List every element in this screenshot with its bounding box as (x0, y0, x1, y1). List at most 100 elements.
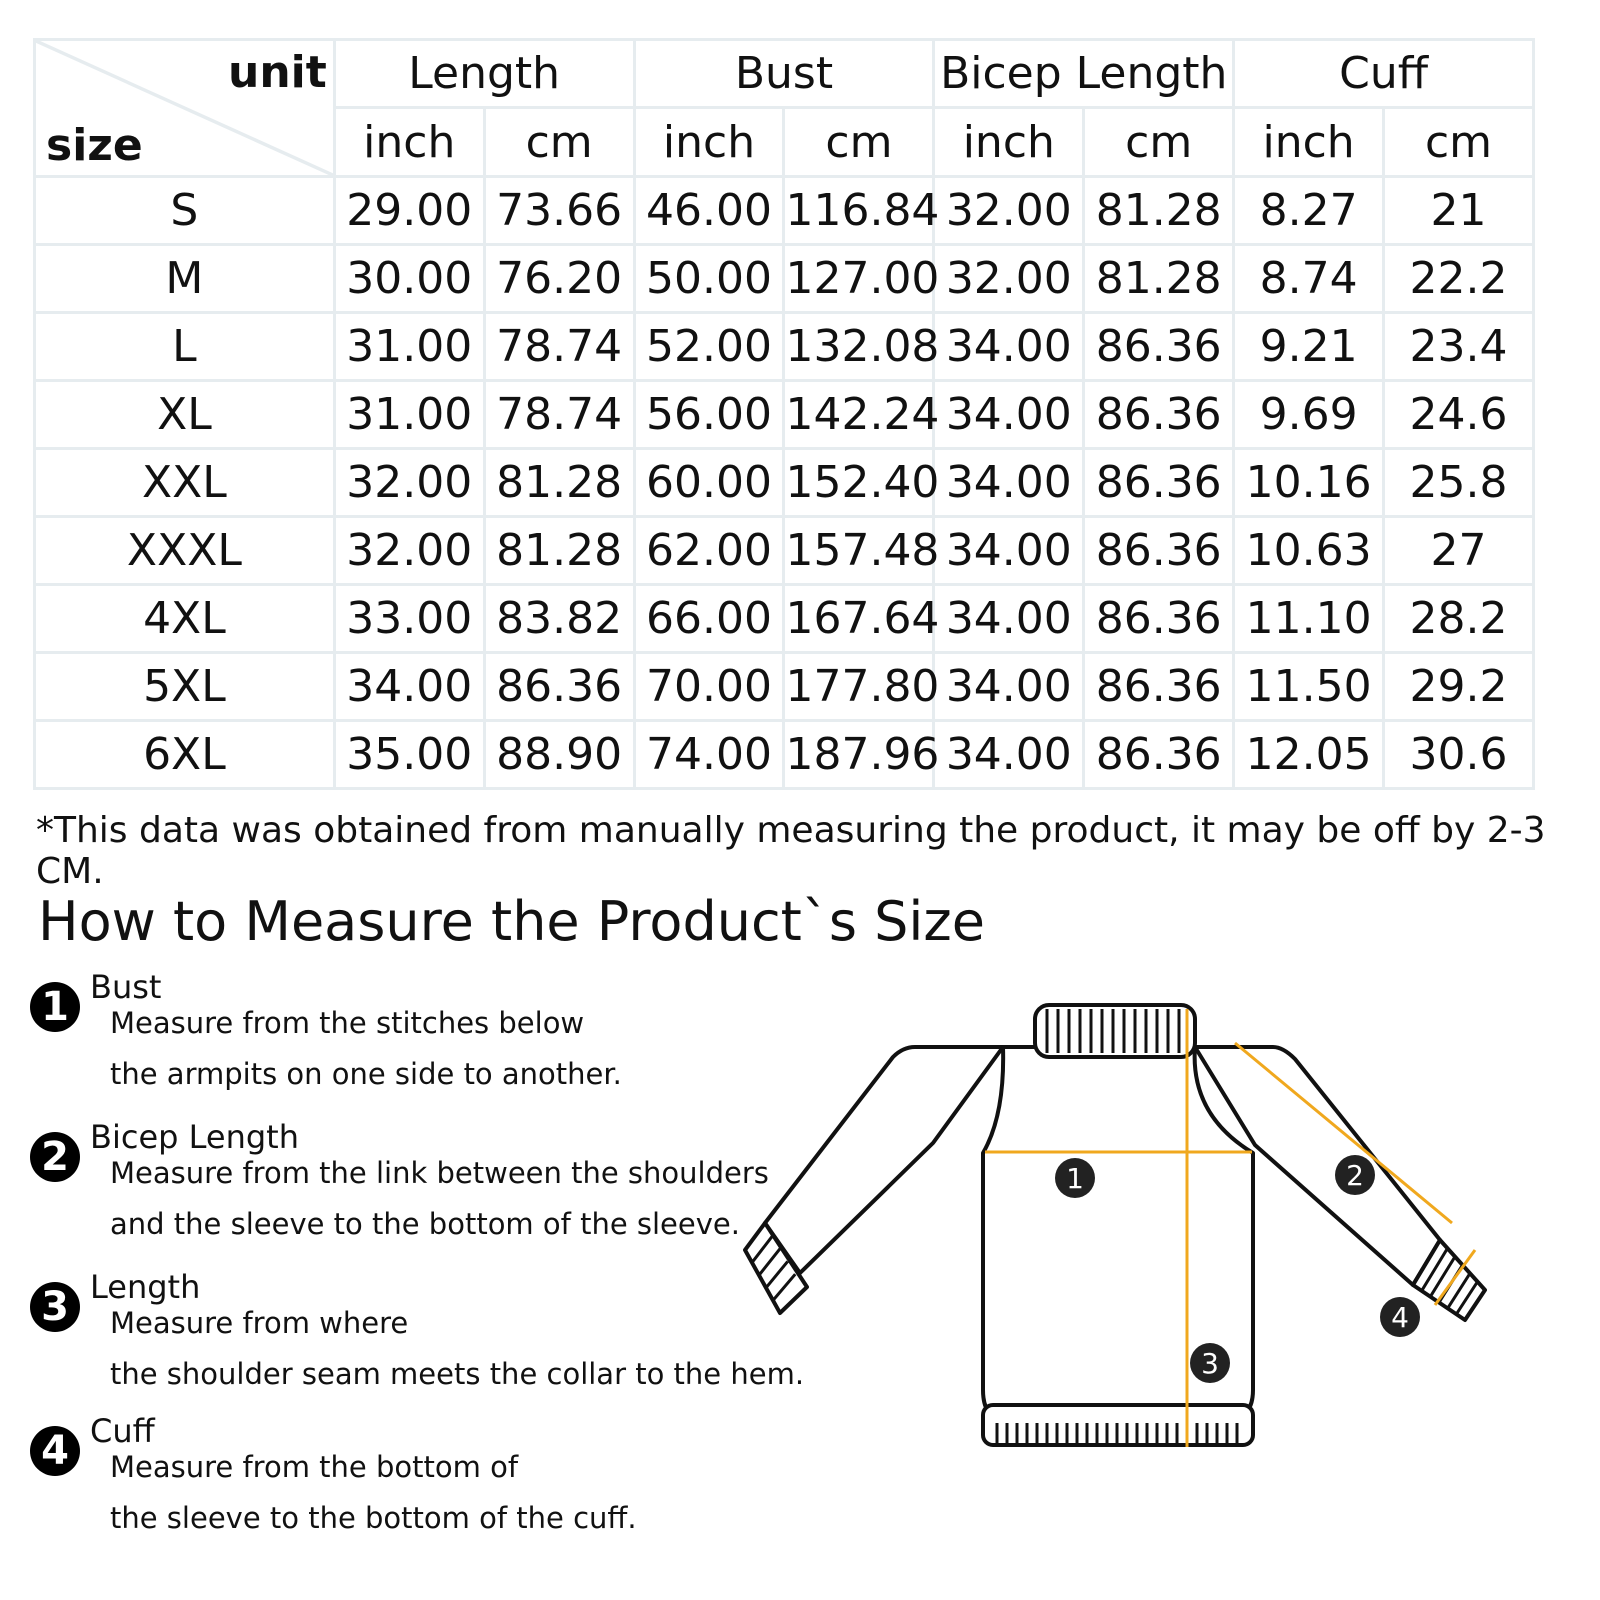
value-cell: 86.36 (1082, 311, 1236, 382)
step-description: Measure from the stitches below (110, 1006, 585, 1040)
value-cell: 34.00 (932, 515, 1086, 586)
size-cell: M (33, 243, 336, 314)
value-cell: 10.63 (1232, 515, 1386, 586)
value-cell: 29.00 (332, 175, 486, 246)
value-cell: 8.74 (1232, 243, 1386, 314)
unit-header: inch (332, 106, 486, 178)
value-cell: 81.28 (1082, 175, 1236, 246)
value-cell: 34.00 (932, 583, 1086, 654)
rib-line (1420, 1247, 1449, 1292)
step-description: Measure from where (110, 1306, 409, 1340)
value-cell: 52.00 (632, 311, 786, 382)
table-row: XXL 32.00 81.28 60.00 152.40 34.00 86.36 10.16 2… (33, 447, 1535, 518)
rib-line (750, 1234, 774, 1264)
rib-line (764, 1260, 789, 1289)
size-cell: XL (33, 379, 336, 450)
value-cell: 22.2 (1382, 243, 1535, 314)
step-title: Bicep Length (90, 1118, 299, 1156)
unit-header: cm (782, 106, 936, 178)
value-cell: 8.27 (1232, 175, 1386, 246)
value-cell: 34.00 (932, 447, 1086, 518)
value-cell: 70.00 (632, 651, 786, 722)
unit-label: unit (228, 47, 327, 98)
value-cell: 24.6 (1382, 379, 1535, 450)
number-badge-icon: 3 (30, 1282, 80, 1332)
rib-line (1455, 1280, 1479, 1315)
step-description: Measure from the bottom of (110, 1450, 519, 1484)
value-cell: 46.00 (632, 175, 786, 246)
value-cell: 11.50 (1232, 651, 1386, 722)
value-cell: 31.00 (332, 379, 486, 450)
value-cell: 9.21 (1232, 311, 1386, 382)
value-cell: 66.00 (632, 583, 786, 654)
diagonal-divider (36, 41, 333, 175)
size-cell: XXL (33, 447, 336, 518)
value-cell: 21 (1382, 175, 1535, 246)
svg-text:2: 2 (1346, 1159, 1364, 1192)
value-cell: 127.00 (782, 243, 939, 314)
number-badge-icon: 1 (30, 982, 80, 1032)
value-cell: 86.36 (1082, 379, 1236, 450)
left-cuff (743, 1221, 809, 1315)
bicep-line (1234, 1041, 1453, 1225)
step-description: the shoulder seam meets the collar to th… (110, 1357, 805, 1391)
value-cell: 50.00 (632, 243, 786, 314)
marker-2-icon: 2 (1335, 1155, 1375, 1195)
marker-3-icon: 3 (1190, 1343, 1230, 1383)
value-cell: 32.00 (332, 515, 486, 586)
unit-header: inch (632, 106, 786, 178)
value-cell: 28.2 (1382, 583, 1535, 654)
value-cell: 86.36 (482, 651, 636, 722)
value-cell: 34.00 (932, 311, 1086, 382)
value-cell: 12.05 (1232, 719, 1386, 790)
value-cell: 83.82 (482, 583, 636, 654)
value-cell: 76.20 (482, 243, 636, 314)
value-cell: 86.36 (1082, 447, 1236, 518)
value-cell: 152.40 (782, 447, 939, 518)
howto-title: How to Measure the Product`s Size (38, 890, 985, 953)
value-cell: 116.84 (782, 175, 939, 246)
size-cell: L (33, 311, 336, 382)
value-cell: 29.2 (1382, 651, 1535, 722)
value-cell: 9.69 (1232, 379, 1386, 450)
size-cell: 6XL (33, 719, 336, 790)
table-row: 4XL 33.00 83.82 66.00 167.64 34.00 86.36 11.10 2… (33, 583, 1535, 654)
value-cell: 25.8 (1382, 447, 1535, 518)
cuff-line (1433, 1249, 1477, 1306)
table-row: L 31.00 78.74 52.00 132.08 34.00 86.36 9.21 23.4 (33, 311, 1535, 382)
measurement-note: *This data was obtained from manually me… (36, 810, 1546, 892)
step-description: and the sleeve to the bottom of the slee… (110, 1207, 740, 1241)
svg-text:3: 3 (1201, 1347, 1219, 1380)
value-cell: 27 (1382, 515, 1535, 586)
group-header: Length (332, 38, 636, 109)
marker-4-icon: 4 (1380, 1297, 1420, 1337)
table-row: XL 31.00 78.74 56.00 142.24 34.00 86.36 9.69 24.… (33, 379, 1535, 450)
table-row: XXXL 32.00 81.28 62.00 157.48 34.00 86.36 10.63… (33, 515, 1535, 586)
value-cell: 30.00 (332, 243, 486, 314)
value-cell: 142.24 (782, 379, 939, 450)
left-sleeve (763, 1045, 1005, 1275)
value-cell: 78.74 (482, 311, 636, 382)
value-cell: 30.6 (1382, 719, 1535, 790)
size-cell: XXXL (33, 515, 336, 586)
unit-header: inch (1232, 106, 1386, 178)
value-cell: 74.00 (632, 719, 786, 790)
corner-header: unit size (33, 38, 336, 178)
size-cell: 4XL (33, 583, 336, 654)
rib-line (757, 1247, 782, 1277)
table-row: 6XL 35.00 88.90 74.00 187.96 34.00 86.36 12.05 3… (33, 719, 1535, 790)
value-cell: 60.00 (632, 447, 786, 518)
step-title: Bust (90, 968, 162, 1006)
value-cell: 34.00 (932, 651, 1086, 722)
value-cell: 35.00 (332, 719, 486, 790)
step-title: Length (90, 1268, 201, 1306)
value-cell: 32.00 (932, 175, 1086, 246)
value-cell: 32.00 (932, 243, 1086, 314)
unit-header: cm (1382, 106, 1535, 178)
value-cell: 86.36 (1082, 719, 1236, 790)
table-row: S 29.00 73.66 46.00 116.84 32.00 81.28 8.27 21 (33, 175, 1535, 246)
value-cell: 34.00 (932, 719, 1086, 790)
unit-header: cm (1082, 106, 1236, 178)
size-cell: 5XL (33, 651, 336, 722)
value-cell: 86.36 (1082, 651, 1236, 722)
